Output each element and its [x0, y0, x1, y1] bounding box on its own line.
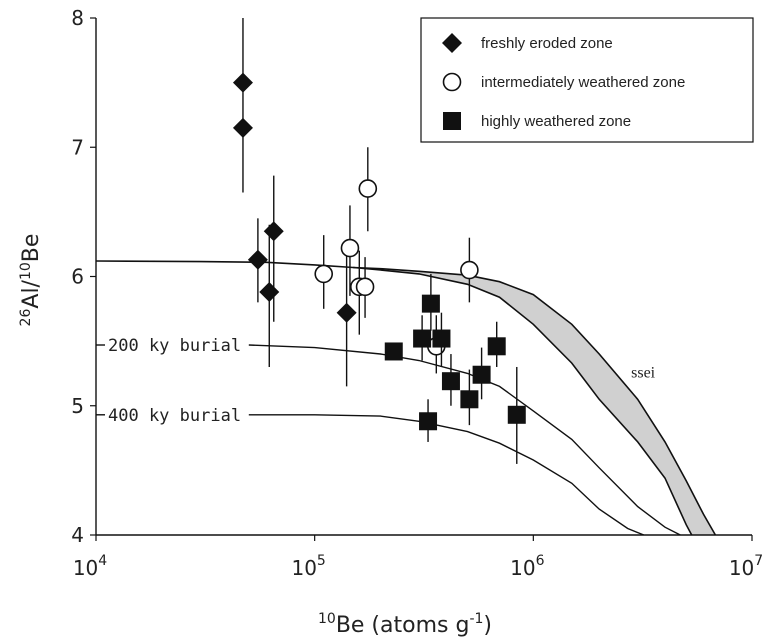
point-diamond-5	[336, 302, 357, 323]
point-square-7	[472, 365, 491, 384]
legend-marker-square	[443, 112, 461, 130]
plot-area: 200 ky burial 400 ky burial ssei	[95, 18, 717, 536]
legend-label-diamond: freshly eroded zone	[481, 35, 613, 52]
point-open-circle-0	[314, 264, 334, 284]
burial-200-label: 200 ky burial	[108, 336, 241, 356]
y-tick-label-4: 4	[71, 523, 84, 547]
y-tick-label-6: 6	[71, 265, 84, 289]
point-square-5	[419, 412, 438, 431]
x-tick-label-7: 107	[729, 553, 763, 580]
legend-items: freshly eroded zone intermediately weathe…	[442, 33, 685, 130]
point-square-4	[441, 372, 460, 391]
legend-box	[420, 17, 754, 143]
ssei-label: ssei	[631, 364, 656, 381]
x-axis-label-exp: -1	[469, 611, 483, 627]
x-tick-exp: 7	[754, 553, 763, 569]
ssei-upper-curve	[95, 260, 693, 536]
point-diamond-4	[263, 221, 284, 242]
point-open-circle-4	[358, 179, 378, 198]
legend-marker-open-circle	[442, 72, 462, 92]
point-square-2	[421, 294, 440, 313]
point-diamond-0	[232, 72, 253, 93]
ssei-band	[353, 267, 716, 535]
y-axis-label-num-el: Al/	[19, 279, 44, 308]
x-tick-exp: 6	[536, 553, 545, 569]
point-square-3	[432, 329, 451, 348]
x-tick-exp: 5	[317, 553, 326, 569]
x-axis-label-mass: 10	[318, 611, 336, 627]
point-diamond-1	[232, 117, 253, 138]
point-square-6	[460, 390, 479, 409]
point-diamond-3	[259, 282, 280, 303]
point-diamond-2	[247, 249, 268, 270]
point-square-8	[487, 337, 506, 356]
point-open-circle-1	[340, 238, 360, 258]
point-open-circle-3	[355, 277, 375, 297]
burial-400-curve	[248, 414, 645, 536]
x-axis-label-close: )	[483, 613, 492, 638]
y-tick-label-5: 5	[71, 394, 84, 418]
burial-400-label: 400 ky burial	[108, 406, 241, 426]
x-tick-exp: 4	[98, 553, 107, 569]
y-tick-label-7: 7	[71, 135, 84, 159]
y-tick-label-8: 8	[71, 6, 84, 30]
y-axis-label-den-mass: 10	[18, 262, 34, 280]
y-axis-label: 26Al/10Be	[18, 234, 44, 327]
point-square-9	[507, 405, 526, 424]
x-tick-label-5: 105	[291, 553, 325, 580]
point-open-circle-6	[460, 260, 479, 280]
legend-label-open-circle: intermediately weathered zone	[481, 74, 685, 91]
x-tick-label-4: 104	[73, 553, 107, 580]
point-square-0	[384, 342, 403, 361]
x-tick-base: 10	[729, 556, 754, 580]
y-axis-label-num-mass: 26	[18, 309, 34, 327]
legend-label-square: highly weathered zone	[481, 113, 631, 130]
x-axis-label: 10Be (atoms g-1)	[318, 611, 492, 638]
x-tick-base: 10	[510, 556, 535, 580]
x-tick-label-6: 106	[510, 553, 544, 580]
ssei-lower-curve	[353, 266, 717, 536]
point-square-1	[413, 329, 432, 348]
legend: freshly eroded zone intermediately weathe…	[420, 17, 754, 143]
x-axis-label-base: Be (atoms g	[336, 613, 470, 638]
y-axis-label-den-el: Be	[19, 234, 44, 263]
legend-marker-diamond	[442, 33, 462, 53]
x-tick-base: 10	[291, 556, 316, 580]
x-tick-base: 10	[73, 556, 98, 580]
